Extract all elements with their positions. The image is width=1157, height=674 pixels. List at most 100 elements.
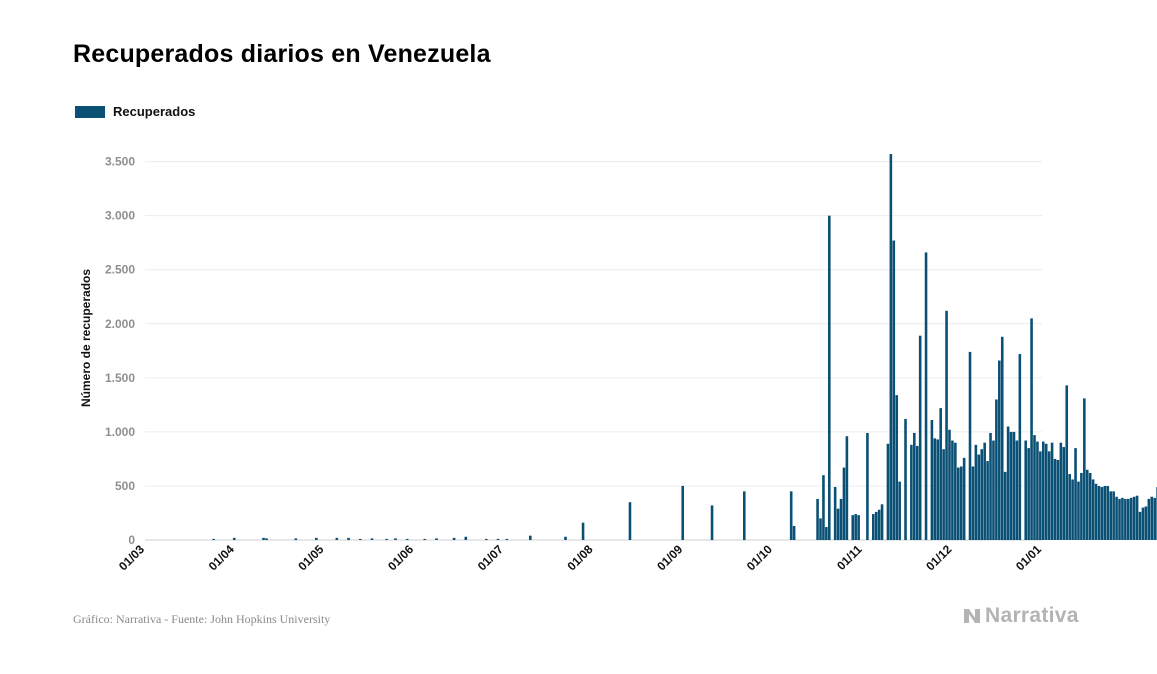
bar (956, 467, 960, 540)
bar (265, 538, 268, 540)
bar (529, 535, 532, 540)
bar (335, 537, 339, 540)
bar (825, 527, 828, 540)
bar (951, 440, 954, 540)
y-axis: 0 500 1.000 1.500 2.000 2.500 3.000 3.500 (105, 155, 135, 547)
bar (816, 498, 819, 540)
bar (1068, 474, 1071, 540)
bar (505, 538, 509, 540)
bar (954, 442, 957, 540)
bar (1059, 442, 1063, 540)
bar (1106, 485, 1110, 540)
bar (232, 537, 236, 540)
bar (819, 518, 822, 540)
bar (358, 538, 362, 540)
legend-swatch (75, 105, 105, 118)
bar (1012, 431, 1016, 540)
bar (1091, 479, 1095, 540)
x-tick-label: 01/07 (475, 542, 506, 573)
bar (1150, 496, 1154, 540)
bar (464, 536, 468, 540)
bar (1135, 495, 1139, 540)
bar (385, 538, 388, 540)
bar (998, 360, 1001, 540)
bar (1027, 448, 1030, 540)
bar (496, 538, 500, 540)
legend-label: Recuperados (113, 104, 196, 119)
bar (1000, 336, 1004, 540)
y-tick-label: 0 (128, 533, 135, 547)
bar (918, 335, 922, 540)
x-tick-label: 01/10 (744, 542, 775, 573)
bar (842, 467, 846, 540)
bar (315, 537, 318, 540)
bar (995, 399, 998, 540)
bar (1115, 496, 1118, 540)
bar (980, 449, 984, 540)
bar (889, 154, 893, 541)
bar (1044, 443, 1048, 540)
bar (1112, 491, 1115, 540)
y-tick-label: 1.500 (105, 371, 135, 385)
bar (913, 432, 916, 540)
bar (945, 310, 948, 540)
grid-lines (145, 161, 1042, 541)
bar (710, 505, 714, 540)
bar (262, 537, 265, 540)
chart-title: Recuperados diarios en Venezuela (73, 40, 491, 68)
bar (971, 466, 975, 540)
bar (886, 443, 890, 540)
bar (930, 420, 934, 540)
bar (1121, 497, 1124, 540)
bar (1094, 483, 1098, 540)
y-tick-label: 3.000 (105, 209, 135, 223)
bar (1118, 498, 1121, 540)
y-tick-label: 2.500 (105, 263, 135, 277)
bar (936, 439, 940, 540)
bar (851, 515, 855, 540)
bar (904, 418, 907, 540)
bar (1124, 498, 1127, 540)
bar (822, 475, 825, 540)
y-tick-label: 500 (115, 479, 135, 493)
x-tick-label: 01/01 (1013, 542, 1044, 573)
bar (880, 504, 884, 540)
bar (1024, 440, 1027, 540)
bar (1088, 472, 1092, 540)
bar (989, 432, 992, 540)
bar (839, 498, 843, 540)
brand-name: Narrativa (985, 604, 1079, 627)
bar (1153, 497, 1156, 540)
bar (1109, 491, 1112, 540)
bar (939, 408, 942, 540)
bar (895, 395, 899, 540)
x-tick-label: 01/11 (834, 542, 865, 573)
bar (294, 538, 298, 540)
bar (910, 444, 913, 540)
chart-legend: Recuperados (75, 104, 195, 119)
bar (857, 515, 860, 540)
bar (1039, 451, 1042, 540)
bar (942, 449, 945, 540)
bar (1042, 441, 1045, 540)
bar (1065, 385, 1069, 540)
bar (871, 514, 875, 540)
bar (394, 538, 397, 540)
bar (423, 538, 427, 540)
y-tick-label: 3.500 (105, 155, 135, 169)
bar (1147, 498, 1151, 540)
bar (877, 509, 881, 540)
bar (1103, 485, 1107, 540)
bars (212, 154, 1157, 541)
bar (1071, 479, 1074, 540)
bar (681, 485, 685, 540)
bar (1047, 451, 1051, 540)
bar (974, 444, 978, 540)
bar (789, 491, 793, 540)
bar (1100, 487, 1104, 540)
bar (892, 240, 896, 541)
bar (898, 481, 901, 540)
bar (212, 538, 215, 540)
bar (983, 442, 986, 540)
